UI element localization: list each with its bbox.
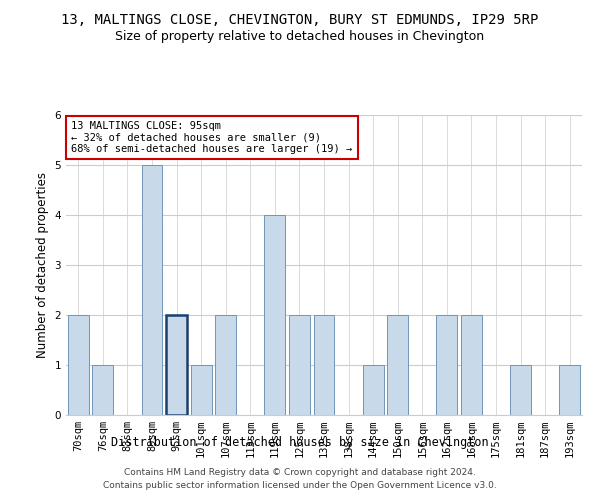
Bar bbox=[68, 315, 89, 415]
Text: 13, MALTINGS CLOSE, CHEVINGTON, BURY ST EDMUNDS, IP29 5RP: 13, MALTINGS CLOSE, CHEVINGTON, BURY ST … bbox=[61, 12, 539, 26]
Text: Size of property relative to detached houses in Chevington: Size of property relative to detached ho… bbox=[115, 30, 485, 43]
Y-axis label: Number of detached properties: Number of detached properties bbox=[36, 172, 49, 358]
Text: 13 MALTINGS CLOSE: 95sqm
← 32% of detached houses are smaller (9)
68% of semi-de: 13 MALTINGS CLOSE: 95sqm ← 32% of detach… bbox=[71, 121, 352, 154]
Text: Contains HM Land Registry data © Crown copyright and database right 2024.: Contains HM Land Registry data © Crown c… bbox=[124, 468, 476, 477]
Bar bbox=[265, 215, 286, 415]
Text: Contains public sector information licensed under the Open Government Licence v3: Contains public sector information licen… bbox=[103, 480, 497, 490]
Bar bbox=[166, 315, 187, 415]
Bar bbox=[559, 365, 580, 415]
Bar bbox=[436, 315, 457, 415]
Bar bbox=[215, 315, 236, 415]
Bar bbox=[510, 365, 531, 415]
Text: Distribution of detached houses by size in Chevington: Distribution of detached houses by size … bbox=[111, 436, 489, 449]
Bar bbox=[289, 315, 310, 415]
Bar bbox=[461, 315, 482, 415]
Bar bbox=[387, 315, 408, 415]
Bar bbox=[142, 165, 163, 415]
Bar bbox=[92, 365, 113, 415]
Bar bbox=[362, 365, 383, 415]
Bar bbox=[191, 365, 212, 415]
Bar bbox=[314, 315, 334, 415]
